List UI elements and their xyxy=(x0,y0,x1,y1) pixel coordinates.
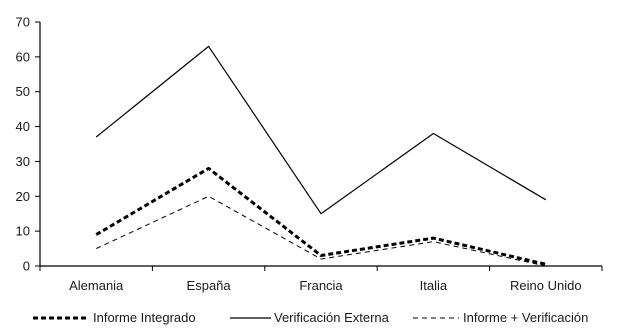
x-tick-label: Italia xyxy=(420,278,448,293)
legend-label: Verificación Externa xyxy=(274,310,390,325)
y-tick-label: 40 xyxy=(16,119,30,134)
series-line-2 xyxy=(95,45,547,215)
series-layer xyxy=(95,45,547,267)
y-axis-ticks: 0 10 20 30 40 50 60 70 xyxy=(16,15,40,274)
y-tick-label: 50 xyxy=(16,84,30,99)
series-line-3 xyxy=(95,195,546,267)
y-tick-label: 0 xyxy=(23,259,30,274)
x-tick-label: Alemania xyxy=(69,278,124,293)
x-axis-ticks: Alemania España Francia Italia Reino Unido xyxy=(39,266,603,293)
x-tick-label: España xyxy=(187,278,232,293)
x-tick-label: Reino Unido xyxy=(510,278,582,293)
legend-label: Informe + Verificación xyxy=(463,310,588,325)
y-tick-label: 30 xyxy=(16,154,30,169)
legend: Informe Integrado Verificación Externa Inf… xyxy=(33,310,588,325)
y-tick-label: 10 xyxy=(16,224,30,239)
legend-item: Verificación Externa xyxy=(230,310,390,325)
y-tick-label: 70 xyxy=(16,15,30,30)
series-line-1 xyxy=(95,166,547,266)
y-tick-label: 60 xyxy=(16,49,30,64)
y-tick-label: 20 xyxy=(16,189,30,204)
legend-item: Informe + Verificación xyxy=(413,310,588,325)
legend-label: Informe Integrado xyxy=(93,310,196,325)
axes xyxy=(39,22,602,267)
legend-item: Informe Integrado xyxy=(33,310,196,325)
x-tick-label: Francia xyxy=(299,278,343,293)
